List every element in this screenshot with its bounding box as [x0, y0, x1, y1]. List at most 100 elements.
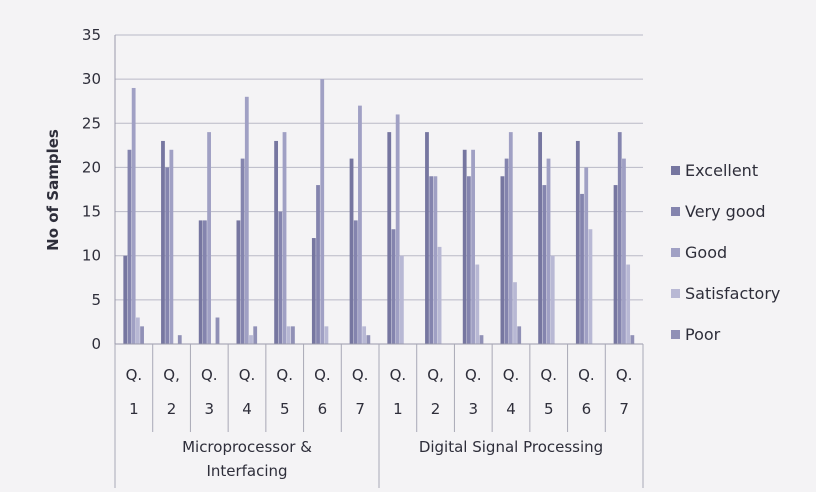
- bar-satisfactory: [324, 326, 329, 344]
- bar-satisfactory: [135, 317, 140, 344]
- bar-satisfactory: [588, 229, 593, 344]
- category-label: Q.: [276, 366, 293, 384]
- category-number: 7: [619, 400, 629, 418]
- bar-good: [622, 158, 626, 344]
- bar-good: [433, 176, 438, 344]
- category-number: 3: [205, 400, 215, 418]
- bar-excellent: [274, 140, 279, 344]
- bar-excellent: [236, 220, 241, 344]
- bar-good: [584, 167, 589, 344]
- bar-excellent: [462, 149, 467, 344]
- bar-satisfactory: [437, 246, 442, 344]
- bar-satisfactory: [475, 264, 480, 344]
- bar-satisfactory: [550, 255, 555, 344]
- bar-good: [169, 149, 174, 344]
- bar-poor: [253, 326, 258, 344]
- bar-very-good: [391, 229, 396, 344]
- legend-entry: Good: [685, 243, 727, 262]
- bar-excellent: [349, 158, 354, 344]
- bar-very-good: [202, 220, 207, 344]
- bar-poor: [479, 335, 484, 344]
- y-tick-label: 25: [82, 114, 101, 132]
- bar-very-good: [127, 149, 132, 344]
- category-label: Q.: [126, 366, 143, 384]
- category-label: Q.: [465, 366, 482, 384]
- category-label: Q.: [540, 366, 557, 384]
- bar-satisfactory: [513, 282, 517, 344]
- legend-entry: Very good: [685, 202, 766, 221]
- axes: [114, 35, 643, 345]
- bar-poor: [291, 326, 295, 344]
- category-label: Q,: [163, 366, 180, 384]
- y-tick-label: 5: [91, 291, 101, 309]
- category-label: Q.: [390, 366, 407, 384]
- bar-satisfactory: [399, 255, 404, 344]
- category-number: 4: [242, 400, 252, 418]
- y-axis-label: No of Samples: [44, 129, 62, 251]
- bar-good: [471, 149, 475, 344]
- legend-swatch: [671, 207, 680, 216]
- legend: Excellent Very good Good Satisfactory Poor: [671, 161, 780, 344]
- y-tick-label: 0: [91, 335, 101, 353]
- category-label: Q.: [314, 366, 331, 384]
- category-number: 4: [506, 400, 516, 418]
- group-label: Microprocessor &: [182, 438, 312, 456]
- bar-good: [508, 132, 513, 344]
- bar-excellent: [575, 140, 580, 344]
- category-number: 6: [582, 400, 592, 418]
- bar-very-good: [240, 158, 245, 344]
- y-tick-label: 20: [82, 158, 101, 176]
- category-label: Q.: [201, 366, 218, 384]
- legend-entry: Satisfactory: [685, 284, 780, 303]
- bar-excellent: [500, 176, 505, 344]
- bar-good: [207, 132, 211, 344]
- bar-poor: [630, 335, 635, 344]
- bar-very-good: [278, 211, 283, 344]
- bar-poor: [517, 326, 522, 344]
- category-number: 5: [280, 400, 290, 418]
- bar-excellent: [161, 140, 165, 344]
- category-label: Q.: [503, 366, 520, 384]
- legend-entry: Excellent: [685, 161, 758, 180]
- group-label: Digital Signal Processing: [419, 438, 603, 456]
- bar-excellent: [311, 238, 316, 344]
- category-number: 1: [393, 400, 403, 418]
- bar-poor: [177, 335, 182, 344]
- legend-swatch: [671, 166, 680, 175]
- bar-very-good: [316, 185, 320, 344]
- bar-poor: [215, 317, 220, 344]
- bar-satisfactory: [286, 326, 291, 344]
- legend-entry: Poor: [685, 325, 721, 344]
- bar-excellent: [613, 185, 618, 344]
- bar-satisfactory: [362, 326, 367, 344]
- category-label: Q.: [239, 366, 256, 384]
- category-number: 7: [355, 400, 365, 418]
- y-tick-label: 35: [82, 26, 101, 44]
- category-labels: Q. 1 Q, 2 Q. 3 Q. 4 Q. 5 Q. 6 Q. 7 Q. 1 Q, 2 Q. 3 Q. 4 Q. 5 Q. 6 Q…: [114, 344, 644, 432]
- y-tick-label: 10: [82, 247, 101, 265]
- bar-poor: [366, 335, 371, 344]
- bar-very-good: [466, 176, 471, 344]
- bar-excellent: [198, 220, 203, 344]
- category-number: 6: [318, 400, 328, 418]
- gridlines: [115, 34, 643, 345]
- group-labels: Microprocessor & Interfacing Digital Signa…: [114, 432, 644, 488]
- bar-good: [131, 87, 136, 344]
- bar-good: [244, 96, 249, 344]
- bar-excellent: [425, 132, 429, 344]
- category-number: 5: [544, 400, 554, 418]
- bar-very-good: [504, 158, 509, 344]
- bar-very-good: [617, 132, 622, 344]
- bar-excellent: [538, 132, 543, 344]
- category-label: Q.: [578, 366, 595, 384]
- bar-excellent: [387, 132, 392, 344]
- category-label: Q.: [352, 366, 369, 384]
- category-label: Q.: [616, 366, 633, 384]
- legend-swatch: [671, 289, 680, 298]
- bar-very-good: [353, 220, 358, 344]
- y-tick-label: 15: [82, 203, 101, 221]
- category-label: Q,: [427, 366, 444, 384]
- bar-good: [358, 105, 362, 344]
- bar-satisfactory: [626, 264, 631, 344]
